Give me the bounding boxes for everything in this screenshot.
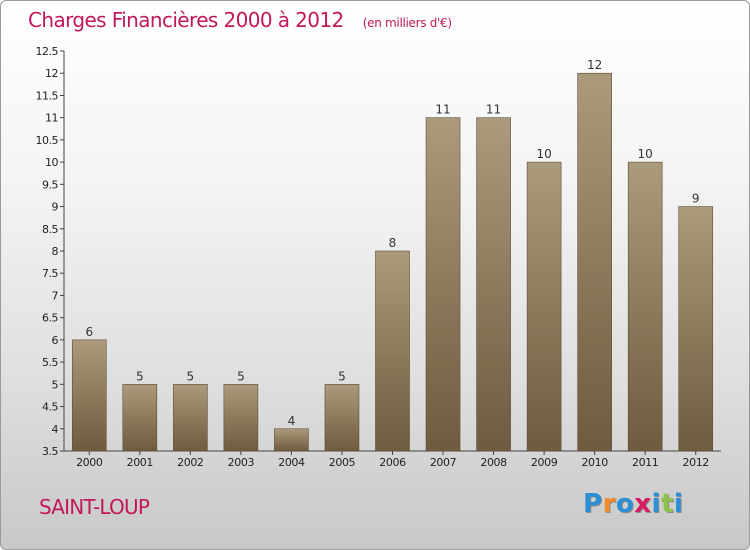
- y-tick-label: 4: [52, 423, 59, 436]
- x-tick-label: 2001: [127, 456, 153, 469]
- bar-value-label: 5: [136, 369, 144, 383]
- bar: [375, 250, 410, 452]
- bar: [173, 384, 208, 452]
- bar-value-label: 8: [389, 236, 397, 250]
- y-tick-label: 10.5: [36, 134, 59, 147]
- bar-value-label: 10: [638, 147, 653, 161]
- y-tick-label: 9: [52, 201, 59, 214]
- logo-letter: t: [660, 489, 674, 519]
- bar-value-label: 4: [288, 414, 296, 428]
- chart-subtitle: (en milliers d'€): [362, 16, 452, 30]
- y-tick-label: 8: [52, 245, 59, 258]
- bar: [577, 72, 612, 452]
- bar: [223, 384, 259, 452]
- y-tick-label: 5.5: [42, 356, 58, 369]
- bar-value-label: 12: [587, 58, 602, 72]
- x-tick-label: 2003: [228, 456, 255, 469]
- x-tick-label: 2004: [278, 456, 305, 469]
- logo-letter: i: [651, 489, 661, 519]
- y-tick-label: 3.5: [42, 445, 58, 458]
- bar-value-label: 5: [187, 369, 195, 383]
- bar-value-label: 5: [338, 369, 346, 383]
- y-tick-label: 10: [45, 156, 58, 169]
- bar: [526, 161, 562, 452]
- logo-letter: i: [673, 489, 684, 519]
- bar: [324, 384, 360, 452]
- x-tick-label: 2008: [480, 456, 507, 469]
- commune-name: SAINT-LOUP: [39, 495, 150, 519]
- title-row: Charges Financières 2000 à 2012 (en mill…: [28, 8, 452, 32]
- y-tick-label: 7: [52, 289, 59, 302]
- y-tick-label: 5: [52, 378, 59, 391]
- bar-value-label: 5: [237, 369, 245, 383]
- x-tick-label: 2005: [329, 456, 356, 469]
- bar: [71, 339, 107, 452]
- x-tick-label: 2002: [177, 456, 203, 469]
- bar: [274, 428, 309, 452]
- y-tick-label: 6.5: [42, 312, 58, 325]
- logo-letter: r: [602, 489, 616, 519]
- bar-value-label: 6: [85, 325, 93, 339]
- y-tick-label: 12: [45, 67, 58, 80]
- x-tick-label: 2007: [430, 456, 457, 469]
- bars-group: 6 5 5 5 4 5 8 11 11 10 12 10 9: [71, 58, 714, 452]
- y-axis: 3.5 4 4.5 5 5.5 6 6.5 7 7.5 8 8.5 9 9.5 10 10.5 11 11.5 1…: [36, 45, 65, 458]
- logo-letter: o: [615, 489, 635, 519]
- logo-letter: P: [583, 489, 603, 519]
- x-tick-label: 2006: [379, 456, 406, 469]
- bar: [678, 206, 714, 452]
- bar: [425, 117, 461, 452]
- y-tick-label: 6: [52, 334, 59, 347]
- chart-title: Charges Financières 2000 à 2012: [28, 8, 344, 32]
- y-tick-label: 9.5: [42, 178, 58, 191]
- x-tick-label: 2012: [683, 456, 709, 469]
- y-tick-label: 11.5: [36, 89, 59, 102]
- bar-value-label: 9: [692, 192, 700, 206]
- x-tick-label: 2009: [531, 456, 558, 469]
- y-tick-label: 12.5: [36, 45, 59, 58]
- proxiti-logo: Proxiti: [583, 489, 683, 519]
- bar-value-label: 11: [435, 103, 450, 117]
- bar-value-label: 11: [486, 103, 501, 117]
- bar: [122, 384, 158, 452]
- y-tick-label: 8.5: [42, 223, 58, 236]
- x-tick-label: 2000: [76, 456, 103, 469]
- bar-value-label: 10: [536, 147, 551, 161]
- x-tick-label: 2011: [632, 456, 658, 469]
- y-tick-label: 4.5: [42, 401, 58, 414]
- y-tick-label: 11: [45, 112, 58, 125]
- y-tick-label: 7.5: [42, 267, 58, 280]
- x-axis: 2000 2001 2002 2003 2004 2005 2006 2007 2008 2009…: [64, 450, 721, 469]
- bar: [476, 117, 511, 452]
- logo-letter: x: [634, 489, 652, 519]
- x-tick-label: 2010: [581, 456, 608, 469]
- bar: [627, 161, 663, 452]
